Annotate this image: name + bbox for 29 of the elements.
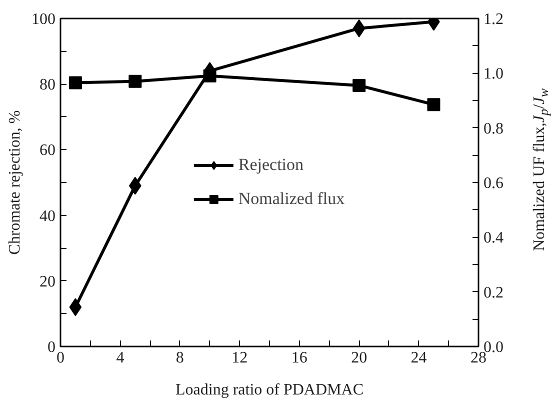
x-tick-label: 16 bbox=[291, 350, 308, 366]
y-tick-label: 100 bbox=[32, 11, 56, 28]
x-tick-label: 12 bbox=[232, 350, 248, 366]
y2-tick-label: 0.8 bbox=[484, 120, 504, 138]
y-tick-label: 80 bbox=[40, 76, 56, 94]
point bbox=[427, 98, 440, 112]
point bbox=[128, 74, 142, 88]
point bbox=[68, 76, 82, 90]
point bbox=[352, 78, 366, 92]
y-tick-label: 0 bbox=[48, 339, 56, 356]
y-tick-label: 60 bbox=[40, 142, 56, 160]
y-tick-label: 40 bbox=[40, 208, 56, 225]
x-tick-label: 4 bbox=[116, 350, 124, 366]
y2-tick-label: 0.2 bbox=[484, 284, 504, 302]
legend-label: Rejection bbox=[238, 155, 304, 175]
y2-tick-label: 0.6 bbox=[484, 175, 504, 192]
point bbox=[128, 176, 142, 195]
y-tick-label: 20 bbox=[40, 273, 56, 290]
x-axis-title: Loading ratio of PDADMAC bbox=[176, 382, 364, 398]
y2-tick-label: 1.2 bbox=[484, 11, 504, 28]
legend-label: Nomalized flux bbox=[238, 189, 345, 209]
y2-tick-label: 0.4 bbox=[484, 230, 504, 247]
x-tick-label: 24 bbox=[410, 350, 427, 366]
y-axis-title: Chromate rejection, % bbox=[6, 110, 24, 255]
x-tick-label: 8 bbox=[176, 350, 184, 366]
point bbox=[69, 298, 82, 316]
y2-tick-label: 1.0 bbox=[484, 66, 504, 83]
point bbox=[352, 19, 366, 38]
x-tick-label: 20 bbox=[351, 350, 368, 366]
